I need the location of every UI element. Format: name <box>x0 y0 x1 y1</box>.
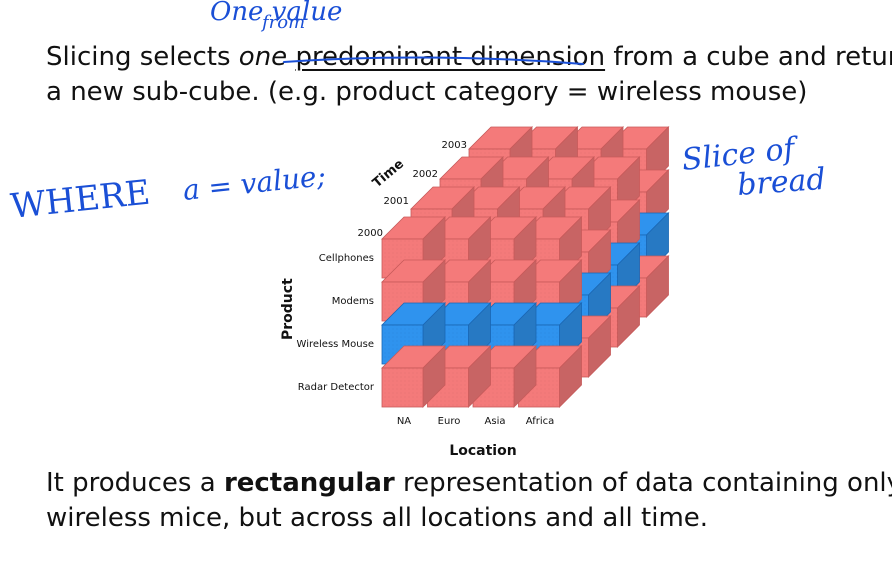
handwritten-from: from <box>260 12 305 33</box>
intro-text-a: Slicing selects <box>46 42 239 72</box>
product-label-wireless-mouse: Wireless Mouse <box>297 339 374 350</box>
product-axis-label: Product <box>280 278 296 340</box>
product-label-modems: Modems <box>332 296 374 307</box>
conclusion-line-2: wireless mice, but across all locations … <box>46 503 709 533</box>
location-label-asia: Asia <box>485 416 506 427</box>
conclusion-text-c: representation of data containing only <box>394 468 892 498</box>
location-axis-label: Location <box>449 443 516 459</box>
year-label-2003: 2003 <box>442 140 467 151</box>
intro-emphasis: one <box>238 42 288 72</box>
year-label-2001: 2001 <box>384 196 409 207</box>
handwritten-overline <box>283 56 584 65</box>
handwritten-condition: a = value; <box>181 159 327 207</box>
location-label-africa: Africa <box>526 416 555 427</box>
conclusion-bold: rectangular <box>223 468 395 498</box>
location-label-na: NA <box>397 416 411 427</box>
cube-block <box>381 345 446 408</box>
cube-blocks <box>381 126 670 408</box>
handwritten-one-value: One value <box>210 0 342 27</box>
year-label-2002: 2002 <box>413 169 438 180</box>
conclusion-paragraph: It produces a rectangular representation… <box>46 466 892 536</box>
location-label-euro: Euro <box>438 416 461 427</box>
handwritten-bread: bread <box>736 162 827 203</box>
product-label-cellphones: Cellphones <box>319 253 374 264</box>
time-axis-label: Time <box>370 157 407 192</box>
handwritten-annotations: One value from WHERE a = value; Slice of… <box>9 0 827 227</box>
conclusion-text-a: It produces a <box>46 468 224 498</box>
year-label-2000: 2000 <box>358 228 383 239</box>
intro-text-c: from a cube and returns <box>613 42 892 72</box>
product-label-radar-detector: Radar Detector <box>298 382 375 393</box>
handwritten-where: WHERE <box>9 173 152 227</box>
intro-paragraph: Slicing selects one predominant dimensio… <box>46 40 892 110</box>
intro-line-2: a new sub-cube. (e.g. product category =… <box>46 77 808 107</box>
